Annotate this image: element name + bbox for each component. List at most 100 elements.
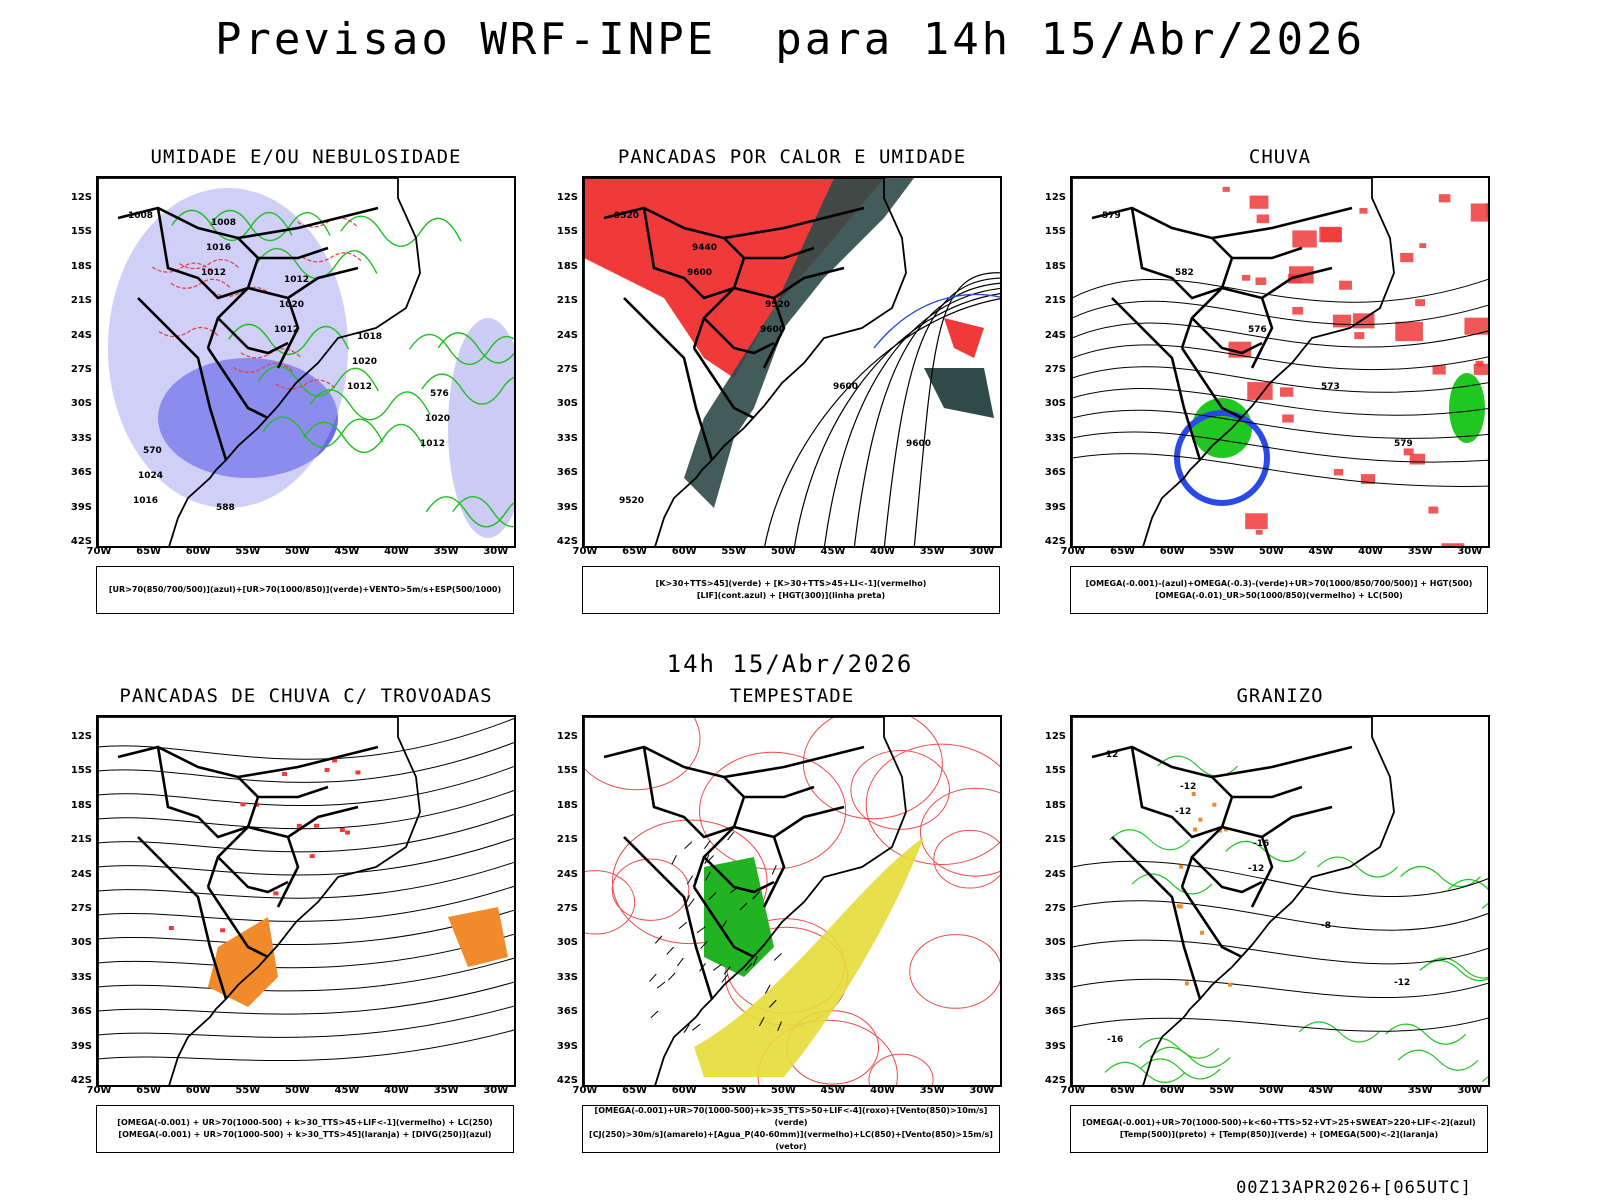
contour-label: 1016 — [133, 496, 158, 506]
temp850-contour — [1139, 1058, 1221, 1080]
contour-label: 9600 — [906, 439, 931, 449]
lon-tick-label: 65W — [136, 546, 162, 557]
panel-title: CHUVA — [1248, 146, 1312, 168]
rain-cell — [282, 771, 288, 776]
wind-vector — [656, 981, 666, 989]
rain-cell — [1249, 195, 1269, 209]
state-border — [1130, 746, 1223, 839]
state-border — [1211, 745, 1353, 779]
thickness-contour — [233, 362, 294, 373]
legend-line: [OMEGA(-0.001) + UR>70(1000-500) + k>30_… — [117, 1118, 493, 1127]
coastline — [98, 178, 421, 546]
legend-line: [LIF](cont.azul) + [HGT(300)](linha pret… — [696, 591, 886, 600]
contour-label: 1012 — [274, 325, 299, 335]
state-border — [1111, 297, 1202, 461]
panel-legend: [OMEGA(-0.001)+UR>70(1000-500)+k>35_TTS>… — [582, 1105, 1000, 1153]
streamline — [98, 789, 514, 830]
wind-vector — [771, 865, 777, 875]
lon-tick-label: 70W — [1060, 546, 1086, 557]
geopotential-contour — [1072, 453, 1488, 487]
thunderstorm-area — [448, 907, 508, 967]
contour-label: 9520 — [765, 300, 790, 310]
lon-tick-label: 50W — [284, 546, 310, 557]
contour-label: 570 — [143, 446, 162, 456]
contour-label: 582 — [1175, 268, 1194, 278]
rain-cell — [1245, 513, 1268, 530]
lat-tick-label: 30S — [70, 398, 92, 410]
contour-label: 573 — [1321, 382, 1340, 392]
rain-cell — [1432, 365, 1446, 375]
lat-tick-label: 24S — [70, 329, 92, 341]
rain-cell — [1282, 414, 1294, 423]
weather-map — [96, 715, 516, 1087]
thunderstorm-area — [208, 917, 278, 1007]
legend-line: [OMEGA(-0.001)-(azul)+OMEGA(-0.3)-(verde… — [1085, 579, 1473, 588]
coastline — [1072, 178, 1395, 546]
moist-contour — [421, 373, 514, 405]
contour-label: 9440 — [692, 243, 717, 253]
temp850-contour — [1138, 1037, 1220, 1059]
rain-cell — [1332, 314, 1352, 328]
lon-tick-label: 50W — [1258, 1085, 1284, 1096]
rain-cell — [1395, 321, 1423, 342]
wind-vector — [678, 921, 688, 930]
geopotential-contour — [1072, 344, 1488, 371]
state-border — [1180, 886, 1243, 959]
lat-tick-label: 27S — [1044, 364, 1066, 375]
lon-tick-label: 65W — [622, 1085, 648, 1096]
state-border — [1221, 266, 1333, 300]
lat-tick-label: 18S — [70, 260, 92, 272]
lon-tick-label: 45W — [334, 546, 360, 557]
state-border — [1221, 805, 1333, 839]
state-border — [1091, 206, 1234, 349]
state-border — [137, 836, 228, 1000]
wind-vector — [712, 964, 722, 971]
panel-legend: [UR>70(850/700/500)](azul)+[UR>70(1000/8… — [96, 566, 514, 614]
lon-tick-label: 60W — [1159, 1085, 1185, 1096]
contour-label: 576 — [430, 389, 449, 399]
height-contour — [883, 277, 1000, 546]
state-border — [206, 886, 269, 959]
streamline — [98, 717, 514, 760]
temp500-contour — [1072, 939, 1488, 965]
lat-tick-label: 42S — [556, 1075, 578, 1086]
wind-vector — [759, 1016, 765, 1027]
temp850-contour — [1298, 1021, 1380, 1043]
rain-cell — [314, 823, 320, 828]
lat-tick-label: 42S — [1044, 1075, 1066, 1086]
lon-tick-label: 50W — [770, 1085, 796, 1096]
rain-cell — [1319, 226, 1342, 243]
state-border — [733, 805, 845, 839]
moist-contour — [262, 416, 384, 448]
rain-cell — [1464, 317, 1488, 335]
coastline — [98, 717, 421, 1085]
rain-cell — [1292, 230, 1317, 248]
wind-vector — [739, 902, 748, 911]
wind-vector — [768, 999, 777, 1008]
lon-tick-label: 50W — [1258, 546, 1284, 557]
lat-tick-label: 27S — [556, 364, 578, 375]
thickness-contour — [158, 326, 220, 338]
state-border — [762, 836, 786, 908]
lon-tick-label: 35W — [433, 546, 459, 557]
lon-tick-label: 40W — [384, 1085, 410, 1096]
contour-label: 1012 — [420, 439, 445, 449]
omega-cell — [1184, 981, 1189, 986]
legend-line: [OMEGA(-0.001)+UR>70(1000-500)+k>35_TTS>… — [594, 1106, 988, 1127]
wind-vector — [677, 957, 684, 967]
lon-tick-label: 60W — [671, 546, 697, 557]
weather-map: 1008 1012 1012 1012 1012 1016 1016 1020 1020 1020… — [96, 176, 516, 548]
map-canvas: 579 582 576 573 579 — [1072, 178, 1488, 546]
lon-tick-label: 45W — [1308, 1085, 1334, 1096]
panel-legend: [OMEGA(-0.001) + UR>70(1000-500) + k>30_… — [96, 1105, 514, 1153]
lon-tick-label: 55W — [721, 1085, 747, 1096]
legend-line: [OMEGA(-0.001)+UR>70(1000-500)+k<60+TTS>… — [1082, 1118, 1476, 1127]
moisture-contour — [698, 751, 847, 870]
temp850-contour — [1385, 1023, 1467, 1045]
lon-tick-label: 50W — [284, 1085, 310, 1096]
jet-stream-area — [694, 837, 924, 1077]
convection-area — [584, 178, 884, 378]
thickness-contour — [301, 252, 363, 263]
moisture-contour — [865, 743, 1000, 866]
rain-cell — [1470, 203, 1488, 222]
